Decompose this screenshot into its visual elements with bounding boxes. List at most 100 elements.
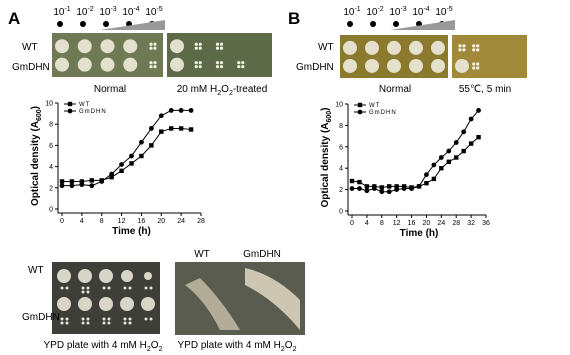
marker — [394, 187, 400, 193]
colony-spot — [387, 40, 401, 55]
text-part: -4 — [133, 6, 139, 13]
streak — [185, 278, 240, 330]
series-line — [351, 136, 479, 188]
text-part: -1 — [64, 6, 70, 13]
colony — [107, 286, 111, 290]
text-part: 600 — [326, 111, 333, 123]
colony-spot — [77, 39, 92, 54]
colony — [128, 317, 132, 321]
row-label: WT — [22, 42, 38, 53]
dilution-label: 10-3 — [99, 6, 116, 18]
colony — [81, 321, 85, 325]
text-part: 10 — [145, 7, 157, 18]
dilution-dot — [103, 21, 109, 27]
colony — [65, 286, 69, 290]
text-part: 2 — [293, 346, 297, 353]
legend-marker — [357, 102, 363, 108]
colony — [472, 48, 476, 52]
colony-spot — [77, 57, 92, 72]
x-tick-label: 8 — [100, 218, 104, 225]
colony — [241, 61, 245, 65]
text-part: -2 — [377, 6, 383, 13]
text-part: YPD plate with 4 mM H — [44, 340, 147, 351]
text-part: 2 — [217, 90, 221, 97]
x-tick-label: 24 — [177, 218, 185, 225]
y-tick-label: 0 — [49, 207, 53, 214]
marker — [79, 179, 85, 184]
colony — [149, 42, 153, 46]
marker — [438, 155, 444, 160]
colony — [123, 317, 127, 321]
marker — [357, 186, 362, 191]
marker — [364, 184, 370, 189]
colony — [476, 62, 480, 66]
colony — [102, 321, 106, 325]
marker — [99, 179, 105, 184]
marker — [387, 184, 392, 189]
colony — [123, 286, 127, 290]
text-part: -5 — [446, 6, 452, 13]
colony-spot — [170, 39, 184, 54]
colony — [215, 42, 220, 46]
text-part: Optical density (A — [320, 123, 331, 208]
marker — [89, 178, 94, 183]
colony — [219, 42, 224, 46]
colony — [60, 317, 64, 321]
panel-label: A — [8, 9, 20, 28]
colony-spot — [431, 40, 445, 55]
x-tick-label: 4 — [365, 220, 369, 227]
plate-photo — [167, 33, 272, 77]
y-tick-label: 8 — [49, 122, 53, 129]
colony-spot — [387, 58, 401, 73]
colony — [81, 317, 85, 321]
text-part: Optical density (A — [30, 121, 41, 206]
x-tick-label: 32 — [467, 220, 475, 227]
marker — [371, 186, 377, 191]
dilution-dot — [57, 21, 63, 27]
legend-label: GmDHN — [79, 109, 107, 115]
colony — [476, 48, 480, 52]
colony — [60, 286, 64, 290]
x-tick-label: 20 — [157, 218, 165, 225]
panel-label: B — [288, 9, 300, 28]
colony-spot — [123, 57, 138, 72]
marker — [431, 162, 437, 168]
colony-spot — [99, 269, 113, 283]
marker — [364, 188, 370, 194]
text-part: 20 mM H — [177, 84, 218, 95]
marker — [59, 179, 65, 184]
marker — [139, 153, 144, 159]
row-label: GmDHN — [12, 62, 50, 73]
marker — [461, 129, 467, 135]
colony — [476, 44, 480, 48]
x-axis-label: Time (h) — [112, 226, 151, 237]
marker — [379, 189, 385, 195]
x-tick-label: 28 — [452, 220, 460, 227]
colony — [241, 65, 245, 69]
y-tick-label: 2 — [49, 185, 53, 192]
colony-spot — [365, 40, 379, 55]
colony — [153, 61, 157, 65]
plate-caption: YPD plate with 4 mM H2O2 — [44, 340, 163, 353]
colony — [194, 61, 198, 65]
colony-spot — [121, 270, 133, 282]
marker — [439, 166, 444, 171]
colony — [128, 286, 132, 290]
text-part: 2 — [147, 346, 151, 353]
dilution-label: 10-2 — [76, 6, 93, 18]
column-label: GmDHN — [243, 249, 281, 260]
y-axis-label: Optical density (A600) — [30, 106, 43, 206]
marker — [69, 183, 75, 189]
row-label: WT — [28, 265, 44, 276]
marker — [109, 175, 114, 180]
marker — [476, 108, 481, 113]
y-axis-label: Optical density (A600) — [320, 107, 333, 207]
colony-spot — [144, 272, 152, 280]
text-part: -2 — [87, 6, 93, 13]
marker — [394, 184, 399, 189]
colony — [123, 321, 127, 325]
plate-caption: Normal — [379, 84, 411, 95]
colony — [462, 48, 466, 52]
text-part: -1 — [354, 6, 360, 13]
text-part: 10 — [412, 7, 424, 18]
